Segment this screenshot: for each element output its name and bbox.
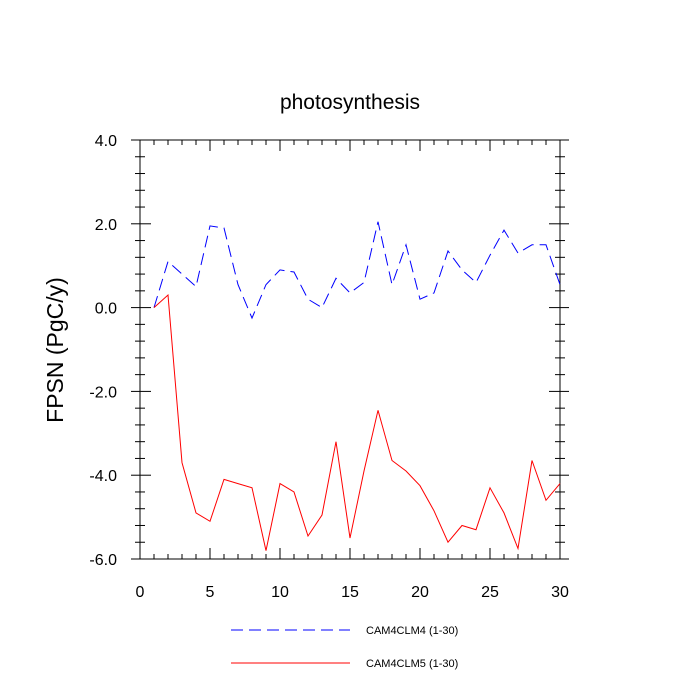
legend-label-1: CAM4CLM4 (1-30) — [366, 625, 458, 637]
legend-label-2: CAM4CLM5 (1-30) — [366, 658, 458, 670]
series-line-2 — [153, 293, 561, 551]
chart-title: photosynthesis — [280, 91, 420, 114]
y-tick-label: -2.0 — [89, 384, 117, 401]
y-axis-label: FPSN (PgC/y) — [42, 277, 68, 423]
legend: CAM4CLM4 (1-30) CAM4CLM5 (1-30) — [231, 625, 458, 670]
series-lines — [153, 221, 561, 551]
y-tick-label: -4.0 — [89, 468, 117, 485]
x-tick-label: 25 — [481, 584, 499, 601]
x-tick-label: 0 — [136, 584, 145, 601]
plot-frame — [139, 139, 561, 560]
y-tick-label: 4.0 — [95, 133, 117, 150]
axis-ticks — [131, 139, 569, 560]
axis-tick-labels: 0 5 10 15 20 25 30 -6.0 -4.0 -2.0 0.0 2.0 4.0 — [89, 133, 569, 601]
series-line-1 — [153, 221, 561, 320]
y-tick-label: 2.0 — [95, 217, 117, 234]
y-tick-label: -6.0 — [89, 552, 117, 569]
plot-border — [139, 139, 561, 560]
x-tick-label: 30 — [551, 584, 569, 601]
x-tick-label: 15 — [341, 584, 359, 601]
y-tick-label: 0.0 — [95, 301, 117, 318]
x-tick-label: 10 — [271, 584, 289, 601]
x-tick-label: 5 — [206, 584, 215, 601]
x-tick-label: 20 — [411, 584, 429, 601]
